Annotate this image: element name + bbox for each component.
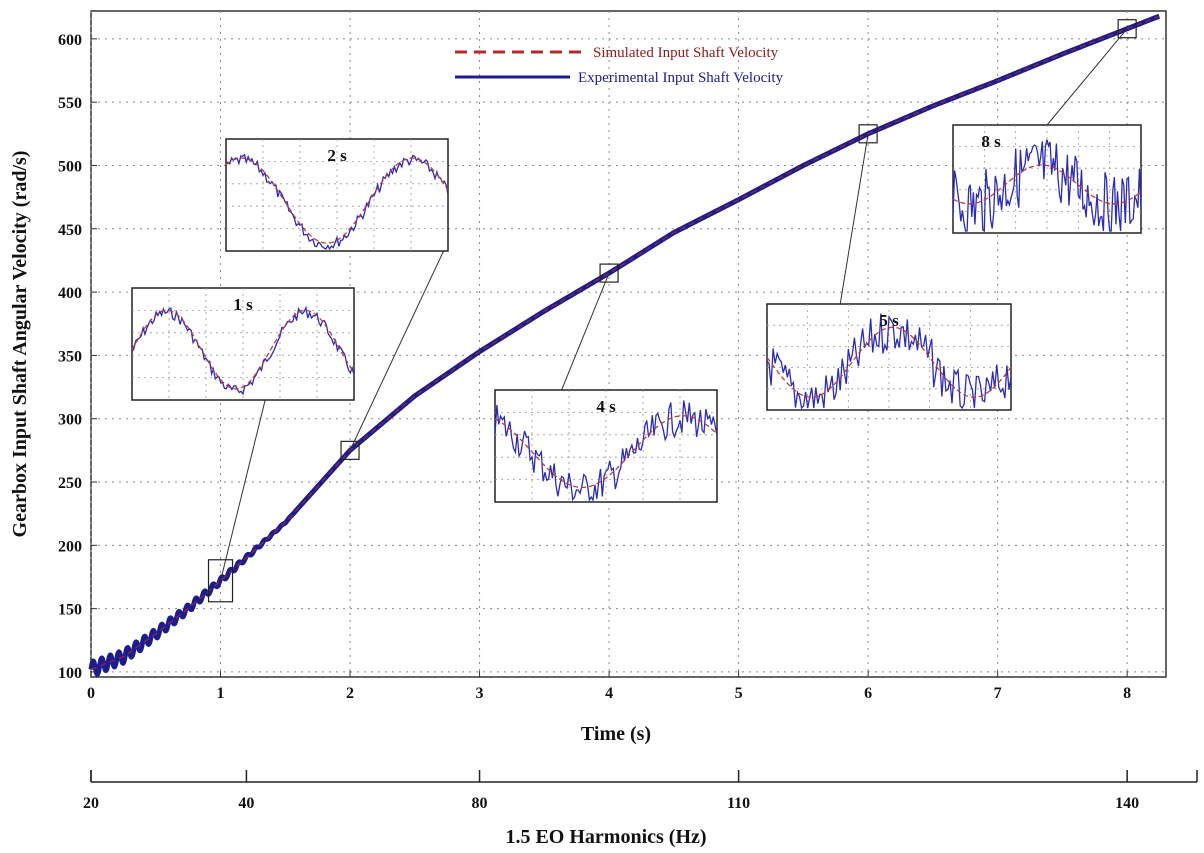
y-tick-label: 450: [58, 222, 82, 239]
y-tick-label: 600: [58, 32, 82, 49]
y-tick-label: 150: [58, 602, 82, 619]
inset-simulated-wave: [131, 309, 355, 390]
insets: 1 s 2 s 4 s 5 s 8 s: [131, 124, 1142, 503]
inset-experimental-wave: [766, 313, 1012, 410]
inset-panel: 8 s: [952, 124, 1142, 234]
inset-label: 1 s: [233, 295, 253, 314]
y-tick-label: 300: [58, 412, 82, 429]
secondary-tick-label: 110: [727, 795, 750, 812]
inset-connectors: [207, 19, 1137, 603]
inset-panel: 2 s: [225, 138, 449, 252]
inset-marker: [1117, 19, 1137, 39]
legend-experimental-label: Experimental Input Shaft Velocity: [578, 70, 784, 86]
inset-connector: [1046, 28, 1128, 126]
inset-panel: 4 s: [494, 389, 718, 503]
plot-area: [90, 10, 1167, 678]
y-tick-label: 550: [58, 95, 82, 112]
series-layer: [88, 13, 1162, 677]
inset-connector: [220, 399, 266, 581]
inset-marker: [340, 440, 360, 460]
inset-simulated-wave: [952, 164, 1142, 205]
inset-label: 2 s: [327, 146, 347, 165]
y-tick-label: 350: [58, 348, 82, 365]
inset-connector: [561, 272, 610, 391]
series-simulated-line: [90, 16, 1159, 670]
inset-label: 5 s: [879, 311, 899, 330]
secondary-tick-label: 140: [1115, 795, 1139, 812]
x-tick-label: 0: [87, 685, 95, 702]
secondary-axis-title: 1.5 EO Harmonics (Hz): [505, 826, 706, 848]
inset-simulated-wave: [225, 157, 449, 244]
x-tick-label: 5: [735, 685, 743, 702]
inset-marker: [207, 559, 234, 603]
y-tick-label: 400: [58, 285, 82, 302]
x-axis-title: Time (s): [581, 723, 651, 745]
y-tick-label: 250: [58, 475, 82, 492]
x-tick-label: 4: [605, 685, 613, 702]
legend: Simulated Input Shaft Velocity Experimen…: [455, 45, 784, 86]
inset-simulated-wave: [494, 415, 718, 489]
inset-connector: [349, 250, 445, 451]
inset-experimental-wave: [952, 139, 1142, 233]
y-tick-label: 500: [58, 158, 82, 175]
secondary-tick-label: 80: [472, 795, 488, 812]
inset-simulated-wave: [766, 326, 1012, 398]
inset-label: 4 s: [596, 397, 616, 416]
inset-label: 8 s: [981, 132, 1001, 151]
y-tick-label: 200: [58, 538, 82, 555]
inset-marker: [599, 263, 619, 283]
legend-simulated-label: Simulated Input Shaft Velocity: [593, 45, 779, 61]
x-tick-label: 8: [1123, 685, 1131, 702]
y-axis-title: Gearbox Input Shaft Angular Velocity (ra…: [9, 151, 31, 538]
x-tick-label: 1: [217, 685, 225, 702]
y-tick-label: 100: [58, 665, 82, 682]
grid: [90, 11, 1166, 677]
secondary-tick-label: 40: [238, 795, 254, 812]
inset-experimental-wave: [131, 305, 355, 396]
y-axis: 100 150 200 250 300 350 400 450 500 550 600: [58, 32, 97, 682]
inset-experimental-wave: [494, 400, 718, 502]
inset-connector: [839, 133, 869, 305]
x-axis: 0 1 2 3 4 5 6 7 8: [87, 671, 1131, 702]
secondary-axis-ticks: 20 40 80 110 140: [83, 770, 1198, 812]
x-tick-label: 3: [476, 685, 484, 702]
inset-experimental-wave: [225, 153, 449, 251]
x-tick-label: 7: [994, 685, 1002, 702]
inset-panel: 5 s: [766, 303, 1012, 411]
x-tick-label: 6: [864, 685, 872, 702]
secondary-tick-label: 20: [83, 795, 99, 812]
inset-panel: 1 s: [131, 287, 355, 401]
x-tick-label: 2: [346, 685, 354, 702]
inset-marker: [858, 124, 878, 144]
